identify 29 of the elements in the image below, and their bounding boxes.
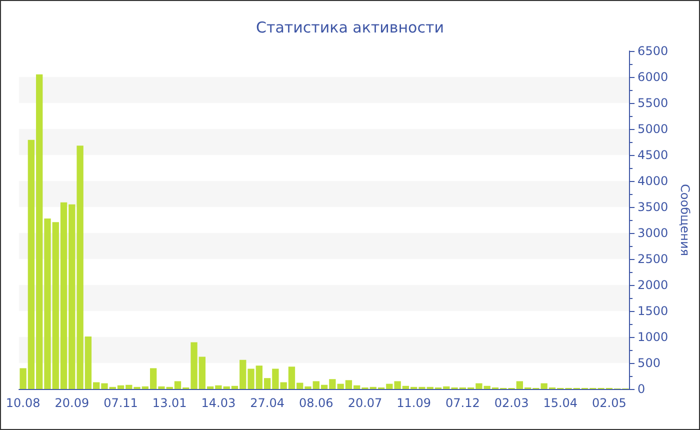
x-tick-label: 20.09: [54, 396, 90, 410]
x-tick-label: 10.08: [6, 396, 40, 410]
y-axis-title: Сообщения: [678, 184, 692, 256]
y-tick-label: 500: [638, 356, 660, 370]
x-tick-label: 08.06: [298, 396, 334, 410]
x-tick-label: 15.04: [543, 396, 578, 410]
x-tick-label: 27.04: [250, 396, 284, 410]
y-tick-label: 6000: [638, 70, 668, 84]
x-tick-label: 02.03: [494, 396, 529, 410]
x-tick-label: 13.01: [152, 396, 187, 410]
chart-title: Статистика активности: [256, 18, 444, 36]
y-tick-label: 4000: [638, 174, 668, 188]
x-tick-label: 14.03: [201, 396, 236, 410]
x-tick-label: 07.12: [445, 396, 480, 410]
y-tick-label: 5000: [638, 122, 668, 136]
y-tick-label: 3500: [638, 200, 668, 214]
y-tick-label: 6500: [638, 44, 668, 58]
y-tick-label: 5500: [638, 96, 668, 110]
y-tick-label: 3000: [638, 226, 668, 240]
y-tick-label: 1500: [638, 304, 668, 318]
x-tick-label: 07.11: [104, 396, 138, 410]
y-tick-label: 2000: [638, 278, 668, 292]
x-tick-label: 11.09: [396, 396, 432, 410]
x-tick-label: 20.07: [348, 396, 382, 410]
y-tick-label: 4500: [638, 148, 668, 162]
y-tick-label: 2500: [638, 252, 668, 266]
y-tick-label: 1000: [638, 330, 668, 344]
x-tick-label: 02.05: [592, 396, 626, 410]
y-tick-label: 0: [638, 382, 646, 396]
